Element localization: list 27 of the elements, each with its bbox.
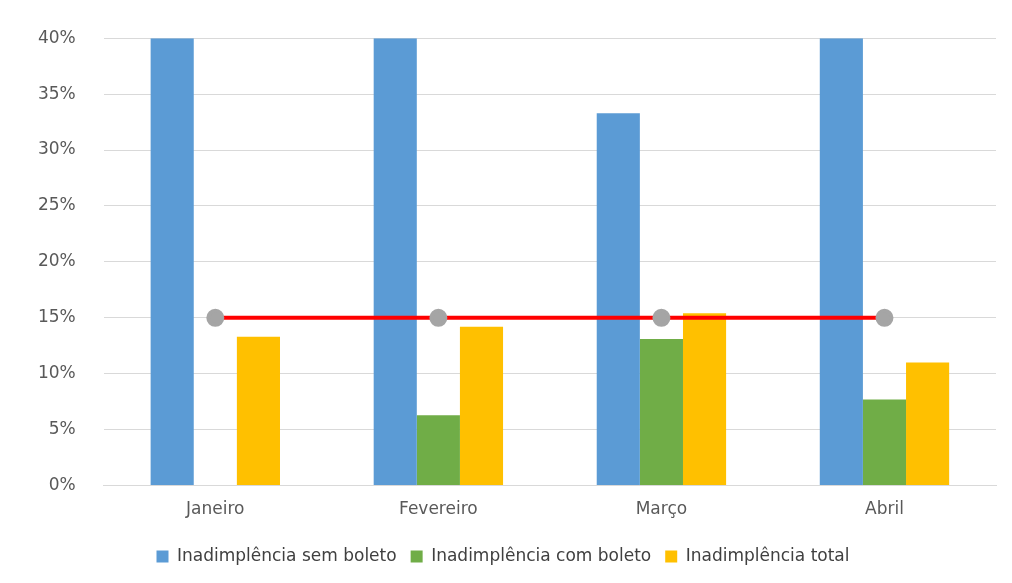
y-tick-label: 30% [37, 138, 76, 159]
bar [459, 326, 504, 486]
y-tick-label: 10% [37, 362, 76, 383]
y-tick-label: 20% [37, 250, 76, 271]
y-tick-label: 40% [37, 26, 76, 47]
bar [682, 313, 727, 486]
legend-label: Inadimplência total [685, 544, 850, 565]
x-tick-label: Abril [865, 498, 904, 519]
x-tick-label: Março [635, 498, 688, 519]
legend-label: Inadimplência com boleto [431, 544, 652, 565]
y-tick-label: 15% [37, 306, 76, 327]
y-tick-label: 25% [37, 194, 76, 215]
y-tick-label: 0% [48, 474, 76, 495]
bar [639, 339, 683, 486]
x-tick-label: Fevereiro [399, 498, 478, 519]
bar [862, 399, 907, 486]
bar [906, 362, 950, 486]
legend-label: Inadimplência sem boleto [177, 544, 397, 565]
bar [819, 38, 863, 486]
y-tick-label: 5% [48, 418, 76, 439]
bar [416, 415, 460, 486]
y-tick-label: 35% [37, 82, 76, 103]
bar [150, 38, 194, 486]
bar [596, 113, 640, 486]
x-tick-label: Janeiro [185, 498, 245, 519]
bar [373, 38, 417, 486]
bar [236, 336, 280, 486]
